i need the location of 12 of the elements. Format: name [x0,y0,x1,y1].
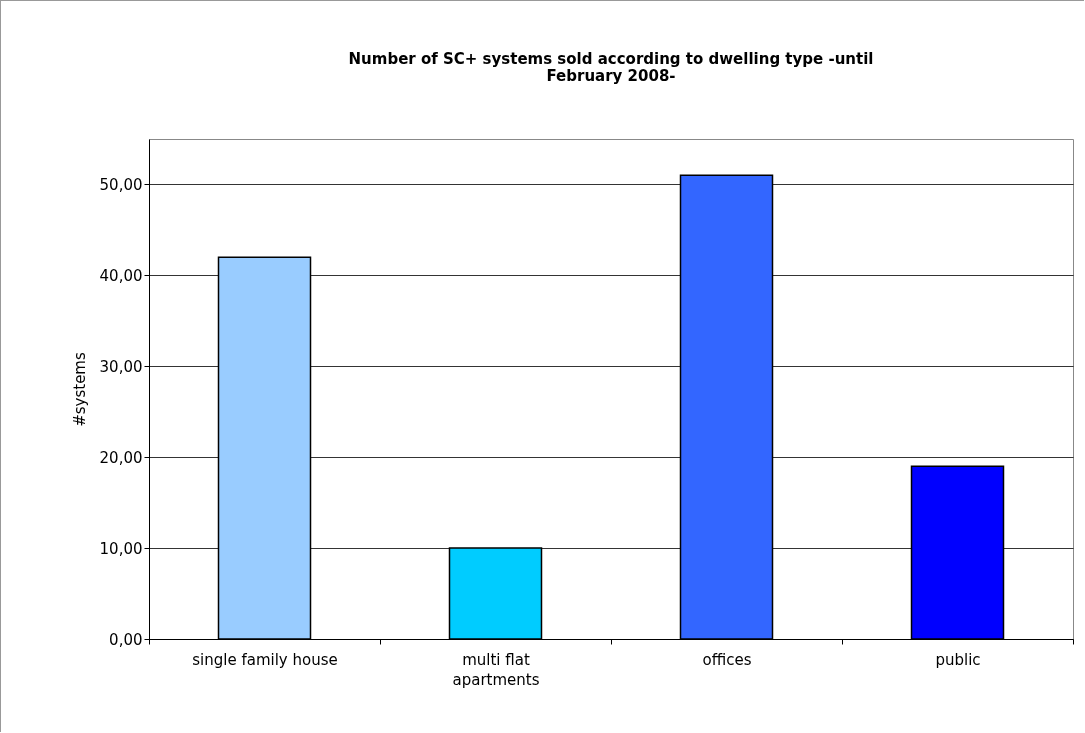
y-tick-label: 0,00 [109,630,143,649]
y-tick-label: 50,00 [99,175,143,194]
y-tick-label: 20,00 [99,448,143,467]
x-tick-label: offices [702,650,752,669]
x-tick-label: single family house [192,650,338,669]
x-tick-label: multi flat apartments [452,650,540,689]
y-tick-label: 10,00 [99,539,143,558]
y-tick-label: 40,00 [99,266,143,285]
y-tick-label: 30,00 [99,357,143,376]
x-tick-label: public [935,650,981,669]
chart-title: Number of SC+ systems sold according to dwelling type -until February 2008- [348,50,874,85]
y-axis-title: #systems [70,352,89,427]
